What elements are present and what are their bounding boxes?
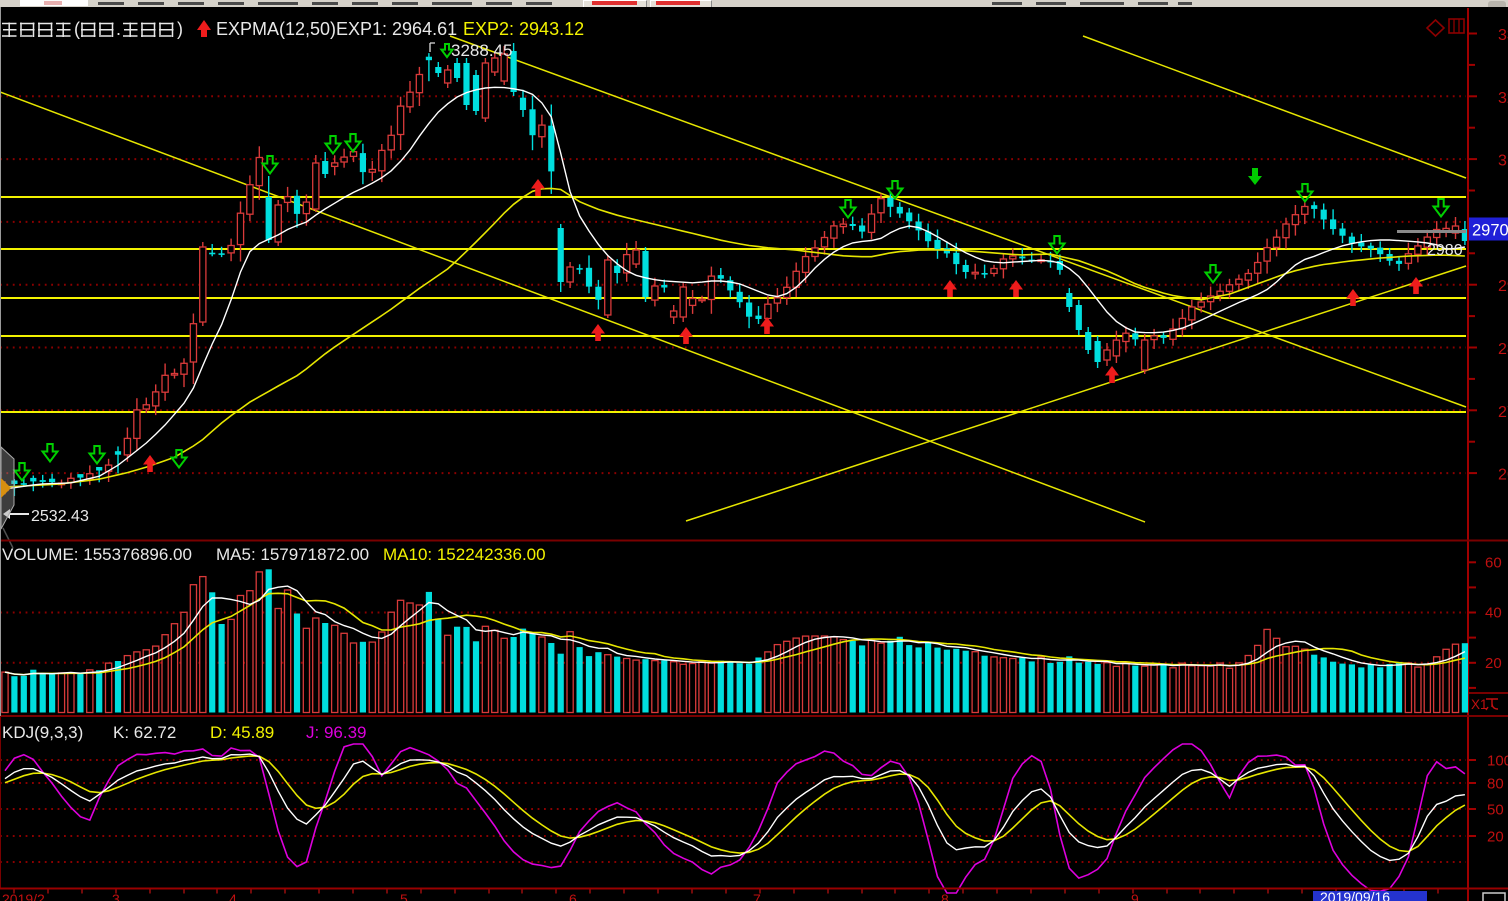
svg-text:60: 60 [1485,554,1502,571]
svg-text:EXPMA(12,50): EXPMA(12,50) [216,19,336,39]
svg-text:5: 5 [400,891,408,901]
svg-text:X1: X1 [1471,697,1488,712]
svg-text:20: 20 [1487,829,1504,846]
svg-text:3288.45: 3288.45 [451,41,512,60]
svg-text:J: 96.39: J: 96.39 [306,723,367,742]
svg-text:(: ( [74,19,80,39]
svg-text:7: 7 [753,891,761,901]
svg-text:2980: 2980 [1427,242,1463,259]
svg-text:4: 4 [229,891,237,901]
svg-text:2900: 2900 [1498,278,1508,295]
svg-text:VOLUME: 155376896.00: VOLUME: 155376896.00 [2,545,192,564]
svg-text:3300: 3300 [1498,27,1508,44]
svg-text:EXP2: 2943.12: EXP2: 2943.12 [463,19,584,39]
svg-text:20: 20 [1485,655,1502,672]
svg-text:2970: 2970 [1472,222,1508,240]
svg-text:3: 3 [112,891,120,901]
svg-text:80: 80 [1487,776,1504,793]
svg-text:9: 9 [1131,891,1139,901]
svg-text:40: 40 [1485,605,1502,622]
svg-text:KDJ(9,3,3): KDJ(9,3,3) [2,723,83,742]
svg-text:MA10: 152242336.00: MA10: 152242336.00 [383,545,546,564]
svg-text:K: 62.72: K: 62.72 [113,723,176,742]
svg-text:.: . [116,19,121,39]
svg-text:3200: 3200 [1498,90,1508,107]
svg-text:2600: 2600 [1498,467,1508,484]
svg-text:2700: 2700 [1498,404,1508,421]
svg-text:2800: 2800 [1498,341,1508,358]
svg-text:2019/09/16: 2019/09/16 [1320,889,1390,901]
svg-text:2532.43: 2532.43 [31,508,89,525]
svg-text:3100: 3100 [1498,153,1508,170]
svg-text:8: 8 [941,891,949,901]
svg-text:100: 100 [1487,753,1508,770]
svg-text:50: 50 [1487,802,1504,819]
svg-text:MA5: 157971872.00: MA5: 157971872.00 [216,545,369,564]
svg-text:6: 6 [569,891,577,901]
svg-text:2019/2: 2019/2 [2,891,45,901]
svg-text:): ) [177,19,183,39]
svg-text:D: 45.89: D: 45.89 [210,723,274,742]
svg-text:EXP1: 2964.61: EXP1: 2964.61 [336,19,457,39]
